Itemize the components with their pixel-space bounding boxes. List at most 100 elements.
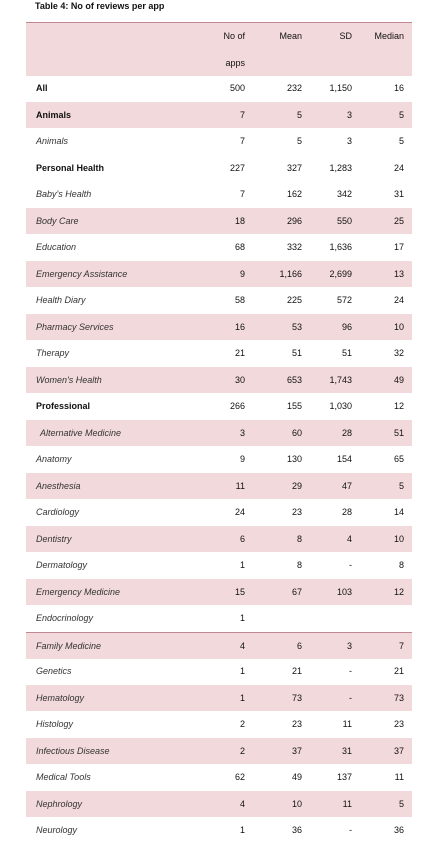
table-row: Dermatology 1 8 - 8 <box>26 552 412 578</box>
table-cell: 60 <box>291 427 302 438</box>
table-cell: 4 <box>239 640 245 651</box>
table-cell: 500 <box>229 83 245 93</box>
table-row: Personal Health 227 327 1,283 24 <box>26 155 412 181</box>
table-cell: 5 <box>296 136 302 146</box>
table-cell: 296 <box>286 215 302 226</box>
table-cell: 23 <box>291 507 302 517</box>
table-row: Endocrinology 1 <box>26 605 412 631</box>
table-row: Infectious Disease 2 37 31 37 <box>26 737 412 764</box>
table-cell: 3 <box>346 109 352 120</box>
table-cell: 225 <box>286 295 302 305</box>
table-row: Emergency Assistance 9 1,166 2,699 13 <box>26 260 412 287</box>
table-cell: 332 <box>286 242 302 252</box>
table-cell: 11 <box>342 719 352 729</box>
table-cell: 6 <box>296 640 302 651</box>
table-cell: 73 <box>291 692 302 703</box>
table-cell: 327 <box>286 162 302 173</box>
table-cell: 3 <box>346 136 352 146</box>
table-cell: 24 <box>234 507 245 517</box>
table-cell: 137 <box>336 772 352 782</box>
table-cell: 53 <box>291 321 302 332</box>
table-cell: 653 <box>286 374 302 385</box>
table-cell: 23 <box>291 719 302 729</box>
table-cell: 28 <box>341 427 352 438</box>
table-row: Alternative Medicine 3 60 28 51 <box>26 419 412 446</box>
table-cell: 51 <box>291 348 302 358</box>
column-header: No of apps <box>223 31 245 68</box>
table-cell: 3 <box>346 640 352 651</box>
table-cell: 550 <box>336 215 352 226</box>
table-row: Histology 2 23 11 23 <box>26 711 412 737</box>
table-cell: 49 <box>393 374 404 385</box>
table-cell: 16 <box>234 321 245 332</box>
table-cell: - <box>349 825 352 835</box>
row-label: Family Medicine <box>36 640 102 651</box>
table-cell: 47 <box>341 480 352 491</box>
table-cell: - <box>349 560 352 570</box>
table-row: Body Care 18 296 550 25 <box>26 207 412 234</box>
table-cell: 4 <box>346 533 352 544</box>
table-cell: 7 <box>398 640 404 651</box>
table-row: Pharmacy Services 16 53 96 10 <box>26 313 412 340</box>
row-label: Health Diary <box>36 295 86 305</box>
row-label: Personal Health <box>36 162 105 173</box>
row-label: Pharmacy Services <box>36 321 114 332</box>
table-row: Neurology 1 36 - 36 <box>26 817 412 843</box>
table-row: Genetics 1 21 - 21 <box>26 658 412 684</box>
table-row: Education 68 332 1,636 17 <box>26 234 412 260</box>
table-cell: 31 <box>341 745 352 756</box>
table-cell: 9 <box>239 268 245 279</box>
table-row: All 500 232 1,150 16 <box>26 75 412 101</box>
table-cell: 6 <box>239 533 245 544</box>
row-label: Dermatology <box>36 560 88 570</box>
table-cell: 9 <box>239 454 245 464</box>
table-row: Emergency Medicine 15 67 103 12 <box>26 578 412 605</box>
table-row: Anatomy 9 130 154 65 <box>26 446 412 472</box>
row-label: Nephrology <box>36 798 83 809</box>
table-cell: 21 <box>291 666 302 676</box>
row-label: Body Care <box>36 215 79 226</box>
table-cell: 31 <box>393 189 404 199</box>
row-label: Histology <box>36 719 74 729</box>
table-cell: 96 <box>341 321 352 332</box>
table-cell: 65 <box>393 454 404 464</box>
table-cell: 23 <box>393 719 404 729</box>
table-cell: 5 <box>398 798 404 809</box>
row-label: Anatomy <box>36 454 72 464</box>
table-cell: 8 <box>296 533 302 544</box>
row-label: Cardiology <box>36 507 80 517</box>
table-cell: 2 <box>239 719 245 729</box>
table-cell: 5 <box>296 109 302 120</box>
table-cell: 154 <box>336 454 352 464</box>
table-cell: 7 <box>239 109 245 120</box>
row-label: Neurology <box>36 825 78 835</box>
table-cell: 25 <box>393 215 404 226</box>
table-header: No of apps Mean SD Median <box>26 22 412 76</box>
table-cell: 130 <box>286 454 302 464</box>
table-cell: 10 <box>291 798 302 809</box>
table-cell: 37 <box>393 745 404 756</box>
table-cell: 51 <box>341 348 352 358</box>
table-cell: 8 <box>398 560 404 570</box>
row-label: Baby's Health <box>36 189 92 199</box>
table-cell: 12 <box>393 401 404 411</box>
table-cell: 21 <box>393 666 404 676</box>
table-cell: 73 <box>393 692 404 703</box>
table-cell: 10 <box>393 321 404 332</box>
table-cell: 162 <box>286 189 302 199</box>
table-cell: 2 <box>239 745 245 756</box>
column-header: Mean <box>279 31 302 41</box>
table-cell: 12 <box>393 586 404 597</box>
table-cell: 155 <box>286 401 302 411</box>
table-row: Baby's Health 7 162 342 31 <box>26 181 412 207</box>
table-cell: 7 <box>239 136 245 146</box>
table-cell: 67 <box>291 586 302 597</box>
table-cell: 58 <box>234 295 245 305</box>
table-cell: 232 <box>286 83 302 93</box>
table-cell: 29 <box>291 480 302 491</box>
table-cell: 11 <box>235 480 245 491</box>
table-cell: 18 <box>234 215 245 226</box>
table-cell: 2,699 <box>329 268 352 279</box>
table-cell: - <box>349 692 352 703</box>
row-label: Hematology <box>36 692 85 703</box>
